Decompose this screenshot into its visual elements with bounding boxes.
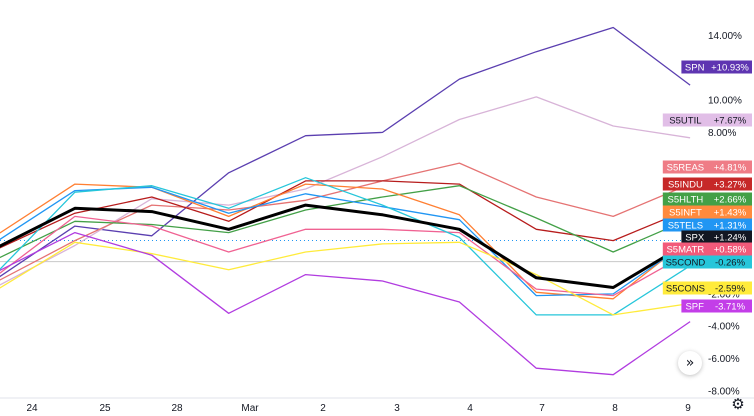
series-tag-name: S5INDU: [668, 180, 703, 191]
series-tag-name-box: [681, 60, 708, 74]
series-tag-s5matr: S5MATR +0.58%: [662, 242, 752, 256]
series-tag-value-box: [708, 218, 752, 232]
series-line-spx: [0, 203, 691, 289]
series-tag-name: S5HLTH: [668, 195, 704, 206]
series-tag-s5reas: S5REAS +4.81%: [662, 160, 752, 174]
x-tick-label: 28: [171, 403, 183, 414]
series-tag-name: S5UTIL: [669, 116, 701, 127]
series-tag-value-box: [708, 242, 752, 256]
series-tag-s5util: S5UTIL +7.67%: [662, 113, 752, 127]
x-tick-label: 7: [539, 403, 545, 414]
y-tick-label: -6.00%: [708, 354, 740, 365]
series-tag-value: -2.59%: [715, 284, 746, 295]
series-tag-value-box: [708, 230, 752, 244]
series-tag-s5hlth: S5HLTH +2.66%: [662, 192, 752, 206]
y-tick-label: -4.00%: [708, 322, 740, 333]
x-tick-label: 3: [394, 403, 400, 414]
series-tag-value-box: [708, 255, 752, 269]
series-tag-name: S5MATR: [666, 245, 704, 256]
y-tick-label: -8.00%: [708, 386, 740, 397]
series-tag-value: +1.24%: [714, 233, 747, 244]
series-tag-value-box: [708, 113, 752, 127]
series-tag-value: +7.67%: [714, 116, 747, 127]
series-tag-name: S5REAS: [667, 163, 705, 174]
series-tag-value: +10.93%: [711, 63, 749, 74]
series-line-s5cond: [0, 177, 691, 316]
gear-icon: ⚙: [731, 395, 745, 413]
series-tag-value-box: [708, 160, 752, 174]
series-line-s5matr: [0, 215, 691, 297]
series-tag-name: S5TELS: [668, 221, 703, 232]
series-line-s5util: [0, 96, 691, 286]
x-tick-label: 25: [99, 403, 111, 414]
x-tick-label: 8: [612, 403, 618, 414]
series-tag-name-box: [662, 281, 708, 295]
series-line-spf: [0, 231, 691, 376]
series-tag-name-box: [662, 205, 708, 219]
series-tag-value: +4.81%: [714, 163, 747, 174]
y-tick-label: -2.00%: [708, 289, 740, 300]
chart-settings-button[interactable]: ⚙: [729, 395, 747, 413]
double-chevron-right-icon: »: [685, 355, 695, 371]
series-tag-value-box: [708, 60, 752, 74]
x-tick-label: Mar: [241, 403, 259, 414]
series-tag-value-box: [708, 192, 752, 206]
series-tag-name-box: [662, 218, 708, 232]
series-tag-s5tels: S5TELS +1.31%: [662, 218, 752, 232]
series-tag-name-box: [662, 177, 708, 191]
series-tag-value: +2.66%: [714, 195, 747, 206]
series-tag-name-box: [662, 255, 708, 269]
series-tag-name-box: [662, 160, 708, 174]
x-tick-label: 24: [26, 403, 38, 414]
y-tick-label: 10.00%: [708, 96, 742, 107]
series-tag-name: SPN: [685, 63, 705, 74]
series-tag-value: -3.71%: [715, 302, 746, 313]
scroll-to-realtime-button[interactable]: »: [678, 351, 702, 375]
series-tag-value: -0.26%: [715, 258, 746, 269]
series-tag-name-box: [681, 299, 708, 313]
series-tag-name-box: [662, 113, 708, 127]
series-tag-s5indu: S5INDU +3.27%: [662, 177, 752, 191]
series-tag-value-box: [708, 299, 752, 313]
x-tick-label: 4: [467, 403, 473, 414]
series-tag-spx: SPX +1.24%: [681, 230, 752, 244]
series-line-s5cons: [0, 241, 691, 316]
series-tag-value: +1.43%: [714, 208, 747, 219]
series-tag-name: S5COND: [666, 258, 706, 269]
series-tag-name-box: [681, 230, 708, 244]
series-tag-value-box: [708, 177, 752, 191]
series-tag-s5cons: S5CONS -2.59%: [662, 281, 752, 295]
series-tag-value: +0.58%: [714, 245, 747, 256]
series-tag-name-box: [662, 242, 708, 256]
series-tag-s5cond: S5COND -0.26%: [662, 255, 752, 269]
series-tag-spf: SPF -3.71%: [681, 299, 752, 313]
y-tick-label: 8.00%: [708, 128, 736, 139]
series-tag-value-box: [708, 205, 752, 219]
series-tag-name: S5INFT: [669, 208, 702, 219]
series-line-s5hlth: [0, 185, 691, 259]
series-tag-s5inft: S5INFT +1.43%: [662, 205, 752, 219]
series-line-s5inft: [0, 183, 691, 300]
series-tag-name: SPF: [685, 302, 704, 313]
x-tick-label: 9: [685, 403, 691, 414]
y-tick-label: 14.00%: [708, 31, 742, 42]
series-tag-name-box: [662, 192, 708, 206]
series-line-spn: [0, 26, 691, 278]
series-tag-spn: SPN +10.93%: [681, 60, 752, 74]
series-tag-value: +3.27%: [714, 180, 747, 191]
series-tag-value: +1.31%: [714, 221, 747, 232]
series-tag-value-box: [708, 281, 752, 295]
x-tick-label: 2: [320, 403, 326, 414]
series-tag-name: S5CONS: [666, 284, 705, 295]
series-tag-name: SPX: [685, 233, 705, 244]
